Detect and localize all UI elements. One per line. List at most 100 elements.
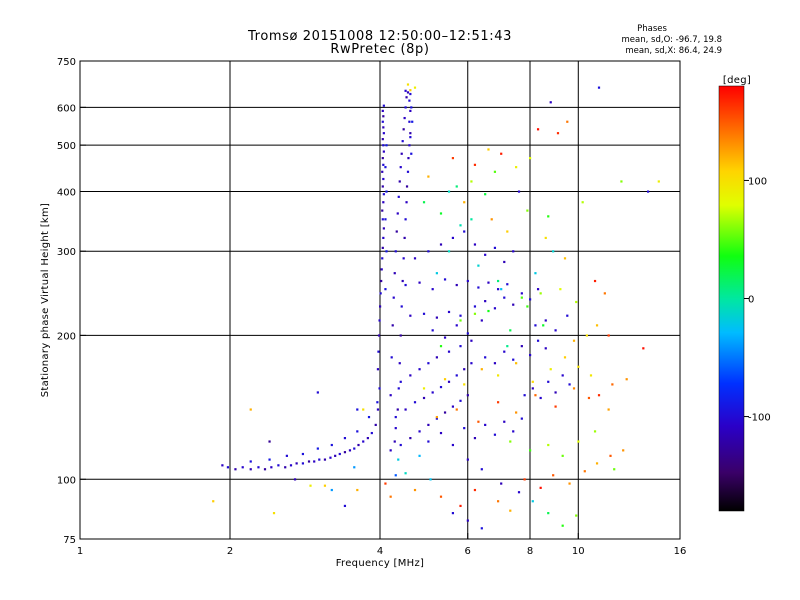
data-point (568, 383, 571, 386)
data-point (277, 464, 280, 467)
x-tick-label: 1 (77, 546, 83, 557)
data-point (473, 312, 477, 315)
data-point (529, 449, 532, 452)
data-point (330, 488, 333, 492)
data-point (459, 399, 462, 402)
data-point (496, 288, 500, 291)
data-point (376, 401, 379, 404)
data-point (509, 509, 512, 512)
data-point (381, 257, 384, 260)
data-point (408, 99, 411, 102)
data-point (490, 218, 493, 221)
data-point (515, 362, 518, 365)
data-point (212, 500, 215, 503)
data-point (384, 166, 387, 169)
data-point (366, 437, 369, 440)
data-point (257, 466, 260, 469)
data-point (285, 454, 288, 457)
data-point (563, 257, 567, 260)
data-point (381, 157, 384, 160)
data-point (381, 170, 384, 173)
data-point (379, 292, 382, 295)
data-point (409, 109, 412, 113)
data-point (382, 227, 385, 230)
data-point (329, 456, 332, 459)
data-point (466, 332, 469, 335)
data-point (418, 281, 421, 284)
data-point (577, 365, 580, 368)
data-point (381, 218, 384, 221)
data-point (480, 319, 483, 322)
data-point (473, 243, 477, 246)
data-point (500, 482, 503, 485)
chart-title: Tromsø 20151008 12:50:00–12:51:43 (247, 29, 512, 44)
data-point (512, 358, 515, 361)
data-point (429, 478, 432, 481)
data-point (301, 462, 305, 465)
y-tick-label: 500 (57, 141, 76, 152)
data-point (520, 296, 523, 299)
data-point (503, 420, 506, 423)
y-tick-label: 75 (63, 535, 76, 546)
data-point (249, 468, 252, 471)
data-point (409, 92, 412, 96)
data-point (484, 193, 487, 196)
data-point (396, 212, 399, 215)
data-point (443, 411, 447, 414)
data-point (382, 193, 385, 196)
y-tick-label: 200 (57, 331, 76, 342)
data-point (382, 150, 385, 153)
data-point (439, 495, 443, 498)
data-point (509, 440, 512, 443)
legend-title: Phases (637, 24, 667, 34)
data-point (405, 185, 409, 188)
data-point (381, 246, 384, 249)
data-point (559, 288, 562, 291)
data-point (455, 324, 458, 327)
data-point (455, 185, 458, 188)
data-point (435, 356, 438, 359)
data-point (443, 336, 447, 339)
data-point (301, 452, 305, 456)
data-point (484, 253, 487, 256)
data-point (503, 296, 506, 299)
data-point (487, 309, 490, 313)
data-point (572, 339, 576, 342)
data-point (657, 180, 660, 183)
data-point (367, 415, 371, 419)
data-point (378, 387, 381, 390)
data-point (484, 356, 487, 359)
data-point (399, 380, 402, 383)
data-point (356, 430, 359, 433)
data-point (561, 524, 564, 527)
x-tick-label: 4 (377, 546, 383, 557)
data-point (607, 334, 610, 337)
data-point (470, 339, 473, 342)
data-point (431, 391, 434, 394)
data-point (343, 451, 347, 454)
data-point (268, 440, 271, 443)
data-point (470, 180, 473, 183)
data-point (529, 157, 532, 160)
data-point (389, 495, 392, 498)
data-point (480, 468, 483, 471)
data-point (307, 460, 311, 463)
data-point (463, 368, 466, 371)
data-point (603, 292, 606, 295)
data-point (512, 303, 515, 306)
data-point (393, 440, 396, 443)
data-point (289, 464, 293, 467)
data-point (439, 243, 443, 246)
x-tick-label: 2 (227, 546, 233, 557)
data-point (381, 185, 384, 188)
data-point (376, 408, 380, 411)
data-point (404, 283, 407, 287)
data-point (397, 195, 400, 198)
data-point (393, 272, 396, 275)
data-point (409, 374, 412, 377)
data-point (509, 329, 512, 332)
data-point (411, 120, 414, 123)
data-point (466, 458, 469, 461)
data-point (413, 488, 417, 492)
